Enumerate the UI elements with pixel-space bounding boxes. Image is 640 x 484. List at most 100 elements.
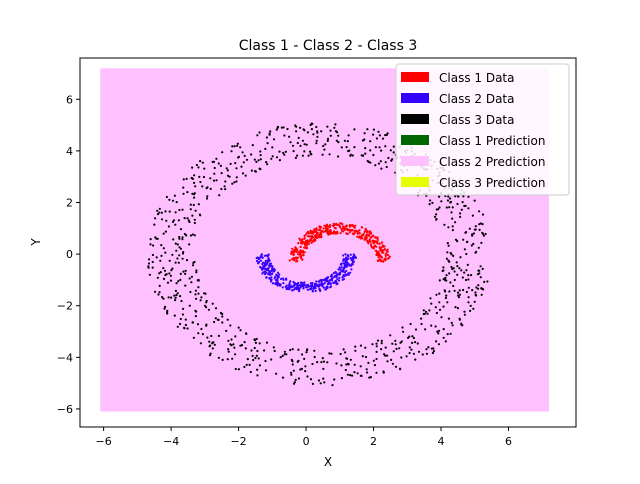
data-point xyxy=(477,284,480,287)
data-point xyxy=(318,288,321,291)
data-point xyxy=(272,346,275,349)
data-point xyxy=(443,223,446,226)
data-point xyxy=(169,274,172,277)
data-point xyxy=(370,236,373,239)
data-point xyxy=(486,280,489,283)
data-point xyxy=(256,368,259,371)
data-point xyxy=(286,127,289,131)
data-point xyxy=(303,281,306,284)
y-tick-label: 4 xyxy=(66,145,73,158)
data-point xyxy=(249,370,252,374)
data-point xyxy=(446,301,449,304)
data-point xyxy=(302,128,305,131)
data-point xyxy=(310,232,313,235)
data-point xyxy=(372,359,375,362)
data-point xyxy=(421,353,424,356)
data-point xyxy=(224,188,227,191)
data-point xyxy=(315,228,318,231)
data-point xyxy=(445,294,448,297)
data-point xyxy=(212,179,216,182)
data-point xyxy=(311,240,315,243)
data-point xyxy=(343,271,346,274)
data-point xyxy=(352,255,355,258)
data-point xyxy=(322,230,325,233)
data-point xyxy=(298,290,301,293)
data-point xyxy=(481,267,484,270)
data-point xyxy=(258,167,261,170)
data-point xyxy=(308,242,311,245)
data-point xyxy=(326,286,329,290)
data-point xyxy=(338,266,341,269)
data-point xyxy=(465,290,468,294)
data-point xyxy=(326,139,329,142)
data-point xyxy=(306,288,309,291)
data-point xyxy=(186,191,189,194)
data-point xyxy=(447,244,450,247)
data-point xyxy=(281,376,285,379)
data-point xyxy=(160,218,164,221)
data-point xyxy=(226,169,229,172)
data-point xyxy=(431,201,434,204)
data-point xyxy=(312,133,315,136)
data-point xyxy=(267,253,270,256)
data-point xyxy=(376,239,379,243)
data-point xyxy=(254,170,257,173)
data-point xyxy=(182,270,185,273)
data-point xyxy=(291,285,294,288)
data-point xyxy=(256,349,259,353)
data-point xyxy=(322,377,325,380)
x-axis-label: X xyxy=(324,455,332,469)
data-point xyxy=(462,288,465,292)
data-point xyxy=(298,284,301,287)
data-point xyxy=(160,254,163,257)
data-point xyxy=(299,368,302,371)
data-point xyxy=(194,309,197,312)
data-point xyxy=(378,146,381,149)
data-point xyxy=(446,333,449,336)
data-point xyxy=(199,180,202,184)
data-point xyxy=(156,209,159,212)
data-point xyxy=(338,225,341,228)
data-point xyxy=(375,345,378,348)
data-point xyxy=(365,233,368,236)
data-point xyxy=(211,347,214,350)
data-point xyxy=(270,278,273,281)
data-point xyxy=(391,362,394,365)
data-point xyxy=(279,283,282,286)
data-point xyxy=(319,233,322,236)
data-point xyxy=(274,282,278,285)
data-point xyxy=(164,273,167,277)
data-point xyxy=(300,242,304,245)
data-point xyxy=(387,256,391,259)
data-point xyxy=(152,244,155,247)
data-point xyxy=(447,226,450,229)
data-point xyxy=(473,300,476,303)
data-point xyxy=(185,259,189,262)
data-point xyxy=(464,278,468,282)
data-point xyxy=(409,322,412,326)
data-point xyxy=(448,272,451,275)
data-point xyxy=(345,232,348,235)
data-point xyxy=(358,232,361,235)
data-point xyxy=(382,370,385,373)
data-point xyxy=(432,350,435,353)
data-point xyxy=(167,225,170,228)
data-point xyxy=(164,305,167,308)
data-point xyxy=(372,128,375,131)
data-point xyxy=(161,296,164,299)
data-point xyxy=(217,162,220,165)
data-point xyxy=(335,274,338,278)
data-point xyxy=(270,276,273,279)
data-point xyxy=(266,142,269,145)
data-point xyxy=(375,371,378,374)
data-point xyxy=(389,334,392,337)
data-point xyxy=(276,280,279,284)
y-tick-label: −6 xyxy=(57,403,73,416)
data-point xyxy=(297,136,300,139)
data-point xyxy=(462,195,465,198)
legend-label: Class 2 Prediction xyxy=(439,155,545,169)
data-point xyxy=(290,373,293,376)
data-point xyxy=(401,326,404,329)
data-point xyxy=(256,134,259,137)
